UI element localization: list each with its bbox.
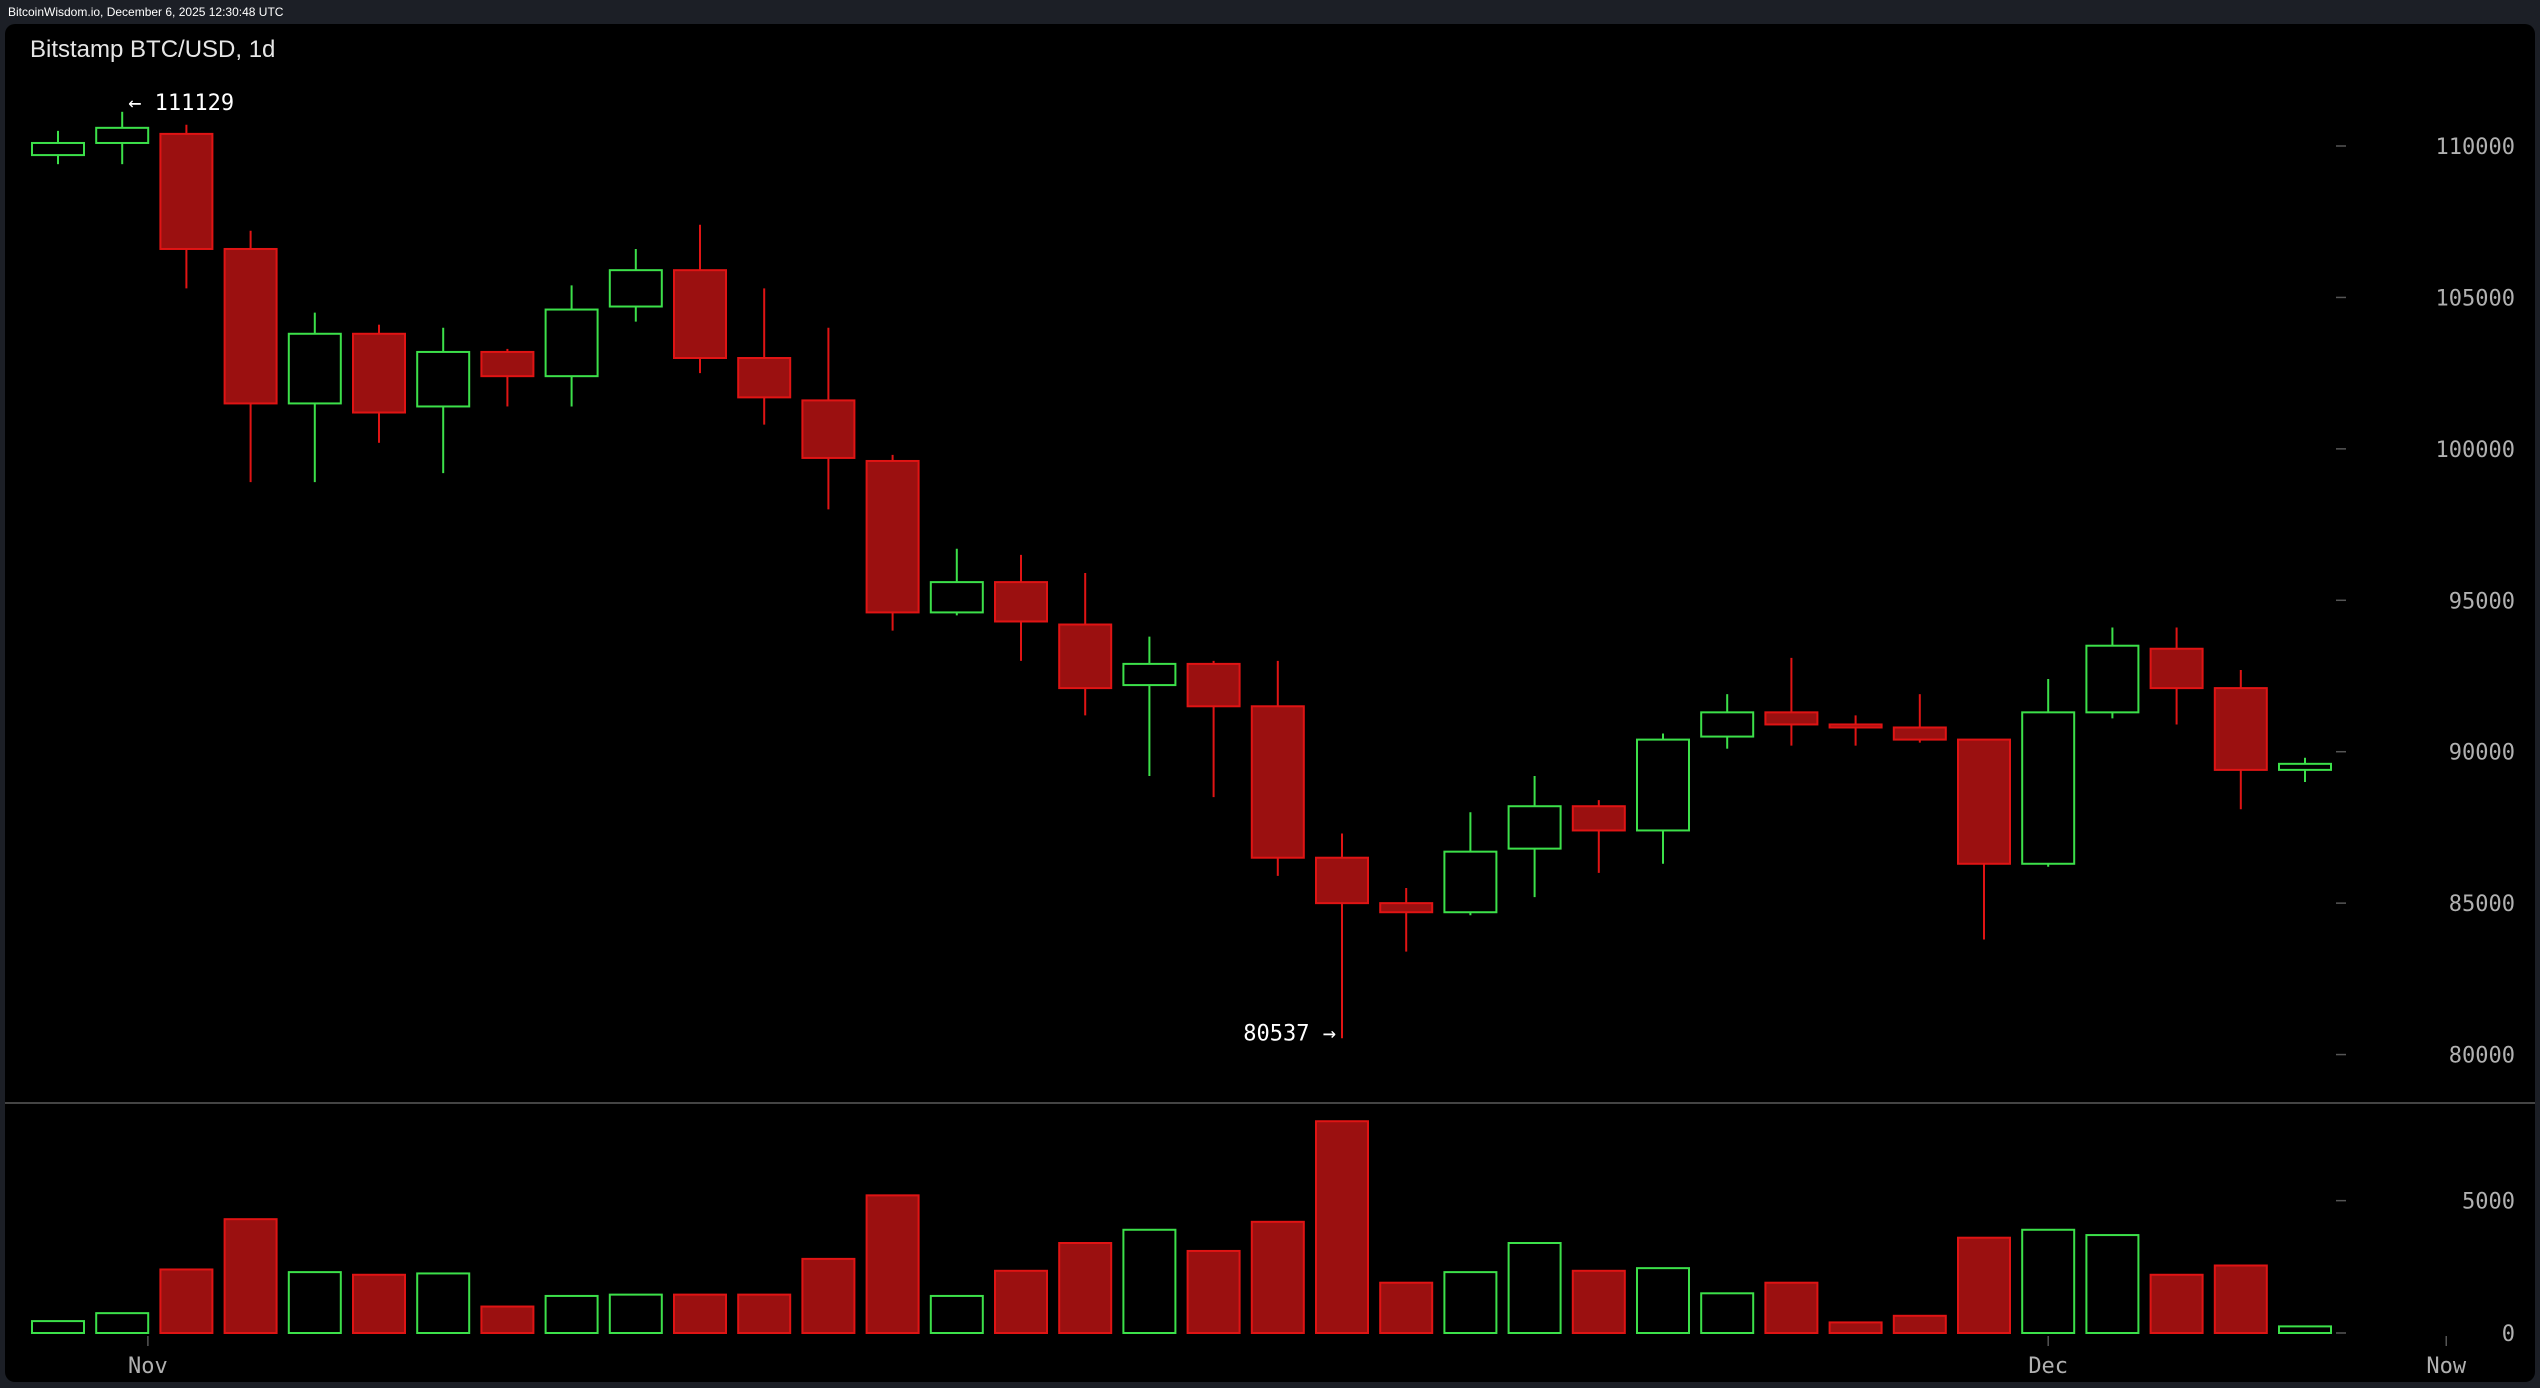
candle-body (1315, 856, 1369, 905)
price-tick-label: 80000 (2449, 1044, 2515, 1069)
volume-bar (1315, 1120, 1369, 1335)
candle-body (608, 269, 663, 308)
candle-body (287, 332, 342, 405)
volume-bar (1379, 1281, 1434, 1335)
volume-tick-label: 0 (2502, 1322, 2515, 1347)
volume-bar (994, 1269, 1048, 1334)
candle-body (2021, 711, 2076, 865)
volume-bar (1058, 1242, 1113, 1334)
volume-bar (1122, 1228, 1177, 1334)
volume-bar (1571, 1269, 1626, 1334)
candle-body (1764, 711, 1819, 726)
price-extreme-label: ← 111129 (128, 91, 234, 116)
candle-body (223, 247, 278, 405)
volume-bar (31, 1320, 85, 1335)
volume-bar (1764, 1281, 1819, 1335)
chart-title: Bitstamp BTC/USD, 1d (30, 36, 276, 63)
volume-bar (737, 1293, 792, 1335)
volume-bar (2213, 1264, 2268, 1334)
volume-bar (865, 1194, 920, 1334)
volume-bar (2278, 1325, 2332, 1334)
volume-bars (31, 1120, 2332, 1335)
volume-bar (159, 1268, 214, 1334)
volume-tick-label: 5000 (2462, 1190, 2515, 1215)
volume-bar (673, 1293, 727, 1335)
time-tick-label: Nov (128, 1354, 168, 1379)
price-tick-label: 90000 (2449, 741, 2515, 766)
candle-body (2278, 762, 2332, 771)
candle-body (95, 126, 150, 144)
price-tick-label: 110000 (2436, 135, 2515, 160)
top-bar: BitcoinWisdom.io, December 6, 2025 12:30… (0, 0, 2540, 24)
volume-bar (416, 1272, 471, 1334)
candle-body (1186, 662, 1241, 708)
time-axis: Nov Dec Now (128, 1336, 2467, 1379)
volume-bar (2149, 1273, 2204, 1334)
candle-body (1507, 805, 1562, 850)
candle-body (1700, 711, 1755, 738)
candle-body (416, 350, 471, 408)
volume-bar (1828, 1321, 1883, 1334)
candle-body (929, 581, 984, 614)
price-tick-label: 100000 (2436, 438, 2515, 463)
candle-body (2213, 687, 2268, 771)
candle-body (2149, 647, 2204, 690)
volume-bar (1186, 1249, 1241, 1334)
volume-bar (1700, 1292, 1755, 1334)
candle-body (1828, 723, 1883, 729)
time-tick-label: Dec (2028, 1354, 2068, 1379)
volume-bar (1250, 1220, 1305, 1334)
annotations: ← 111129 80537 → (128, 91, 1336, 1047)
volume-bar (1892, 1314, 1947, 1334)
volume-bar (1507, 1242, 1562, 1334)
candle-body (2085, 644, 2140, 714)
volume-bar (544, 1294, 599, 1334)
volume-bar (95, 1312, 150, 1335)
price-tick-label: 95000 (2449, 589, 2515, 614)
price-tick-label: 105000 (2436, 286, 2515, 311)
volume-bar (1957, 1236, 2011, 1335)
candle-body (352, 332, 406, 414)
price-tick-label: 85000 (2449, 892, 2515, 917)
candle-body (865, 459, 920, 614)
source-label: BitcoinWisdom.io, December 6, 2025 12:30… (8, 5, 284, 19)
candle-body (544, 308, 599, 378)
candle-body (31, 141, 85, 157)
volume-bar (1636, 1267, 1690, 1335)
candle-body (1892, 726, 1947, 741)
candle-body (1250, 705, 1305, 859)
candle-body (1636, 738, 1690, 832)
price-extreme-label: 80537 → (1243, 1021, 1336, 1046)
candle-body (1058, 623, 1113, 690)
price-axis: 80000 85000 90000 95000 100000 105000 110000 (2336, 135, 2515, 1069)
candle-body (159, 132, 214, 250)
candle-body (737, 357, 792, 399)
volume-bar (2085, 1234, 2140, 1335)
candle-body (673, 269, 727, 359)
volume-bar (801, 1257, 856, 1334)
volume-bar (2021, 1228, 2076, 1334)
volume-bar (1443, 1271, 1498, 1335)
volume-axis: 0 5000 (2336, 1190, 2515, 1347)
candle-body (480, 350, 535, 378)
volume-bar (929, 1294, 984, 1334)
candle-body (1957, 738, 2011, 865)
volume-bar (608, 1293, 663, 1335)
volume-bar (352, 1273, 406, 1334)
time-tick-label: Now (2426, 1354, 2466, 1379)
candle-body (1379, 902, 1434, 914)
volume-bar (480, 1305, 535, 1335)
candle-body (1443, 850, 1498, 914)
candle-body (801, 399, 856, 459)
candle-body (994, 581, 1048, 623)
volume-bar (287, 1271, 342, 1335)
candles (31, 111, 2332, 1039)
candle-body (1571, 805, 1626, 832)
volume-bar (223, 1218, 278, 1335)
candle-body (1122, 662, 1177, 687)
